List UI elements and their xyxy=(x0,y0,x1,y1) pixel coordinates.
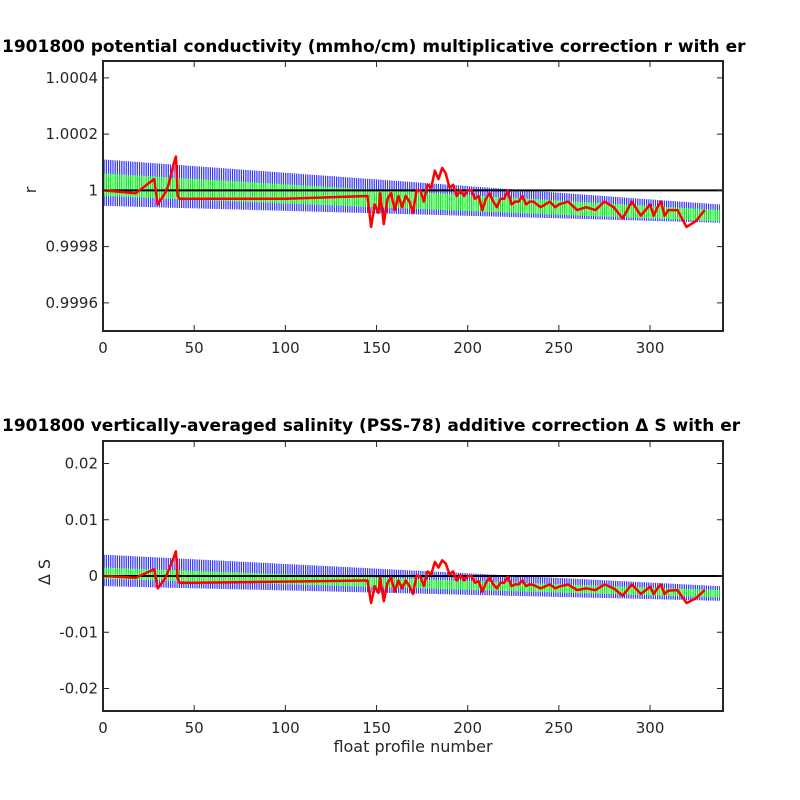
y-tick-label: 0.01 xyxy=(65,511,98,529)
x-axis-label: float profile number xyxy=(333,737,493,756)
x-tick-label: 100 xyxy=(271,719,300,737)
x-ticks: 0 50 100 150 200 250 300 xyxy=(98,441,664,737)
x-tick-label: 100 xyxy=(271,339,300,357)
x-tick-label: 200 xyxy=(453,339,482,357)
y-tick-label: 0.9998 xyxy=(46,238,99,256)
x-tick-label: 150 xyxy=(362,719,391,737)
x-tick-label: 50 xyxy=(185,339,204,357)
chart-conductivity: 1901800 potential conductivity (mmho/cm)… xyxy=(2,37,746,357)
x-tick-label: 250 xyxy=(545,339,574,357)
x-tick-label: 0 xyxy=(98,719,108,737)
x-ticks: 0 50 100 150 200 250 300 xyxy=(98,61,664,357)
data-line xyxy=(102,155,706,229)
chart-salinity: 1901800 vertically-averaged salinity (PS… xyxy=(2,416,741,756)
y-tick-label: -0.01 xyxy=(59,623,98,641)
y-tick-label: 1.0004 xyxy=(46,69,99,87)
x-tick-label: 150 xyxy=(362,339,391,357)
chart-title: 1901800 vertically-averaged salinity (PS… xyxy=(2,416,741,436)
x-tick-label: 300 xyxy=(636,719,665,737)
plot-marks xyxy=(102,155,723,229)
data-line xyxy=(102,550,706,605)
y-ticks: -0.02 -0.01 0 0.01 0.02 xyxy=(59,455,723,698)
y-tick-label: 1 xyxy=(88,181,98,199)
y-ticks: 0.9996 0.9998 1 1.0002 1.0004 xyxy=(46,69,723,312)
x-tick-label: 0 xyxy=(98,339,108,357)
y-tick-label: 0 xyxy=(88,567,98,585)
y-tick-label: 0.9996 xyxy=(46,294,99,312)
x-tick-label: 250 xyxy=(545,719,574,737)
y-axis-label: r xyxy=(21,186,40,193)
x-tick-label: 300 xyxy=(636,339,665,357)
y-tick-label: 0.02 xyxy=(65,455,98,473)
plot-marks xyxy=(102,550,723,605)
x-tick-label: 200 xyxy=(453,719,482,737)
y-tick-label: 1.0002 xyxy=(46,125,99,143)
chart-title: 1901800 potential conductivity (mmho/cm)… xyxy=(2,37,746,57)
plot-frame xyxy=(102,60,724,332)
x-tick-label: 50 xyxy=(185,719,204,737)
y-tick-label: -0.02 xyxy=(59,680,98,698)
y-axis-label: Δ S xyxy=(35,559,54,585)
